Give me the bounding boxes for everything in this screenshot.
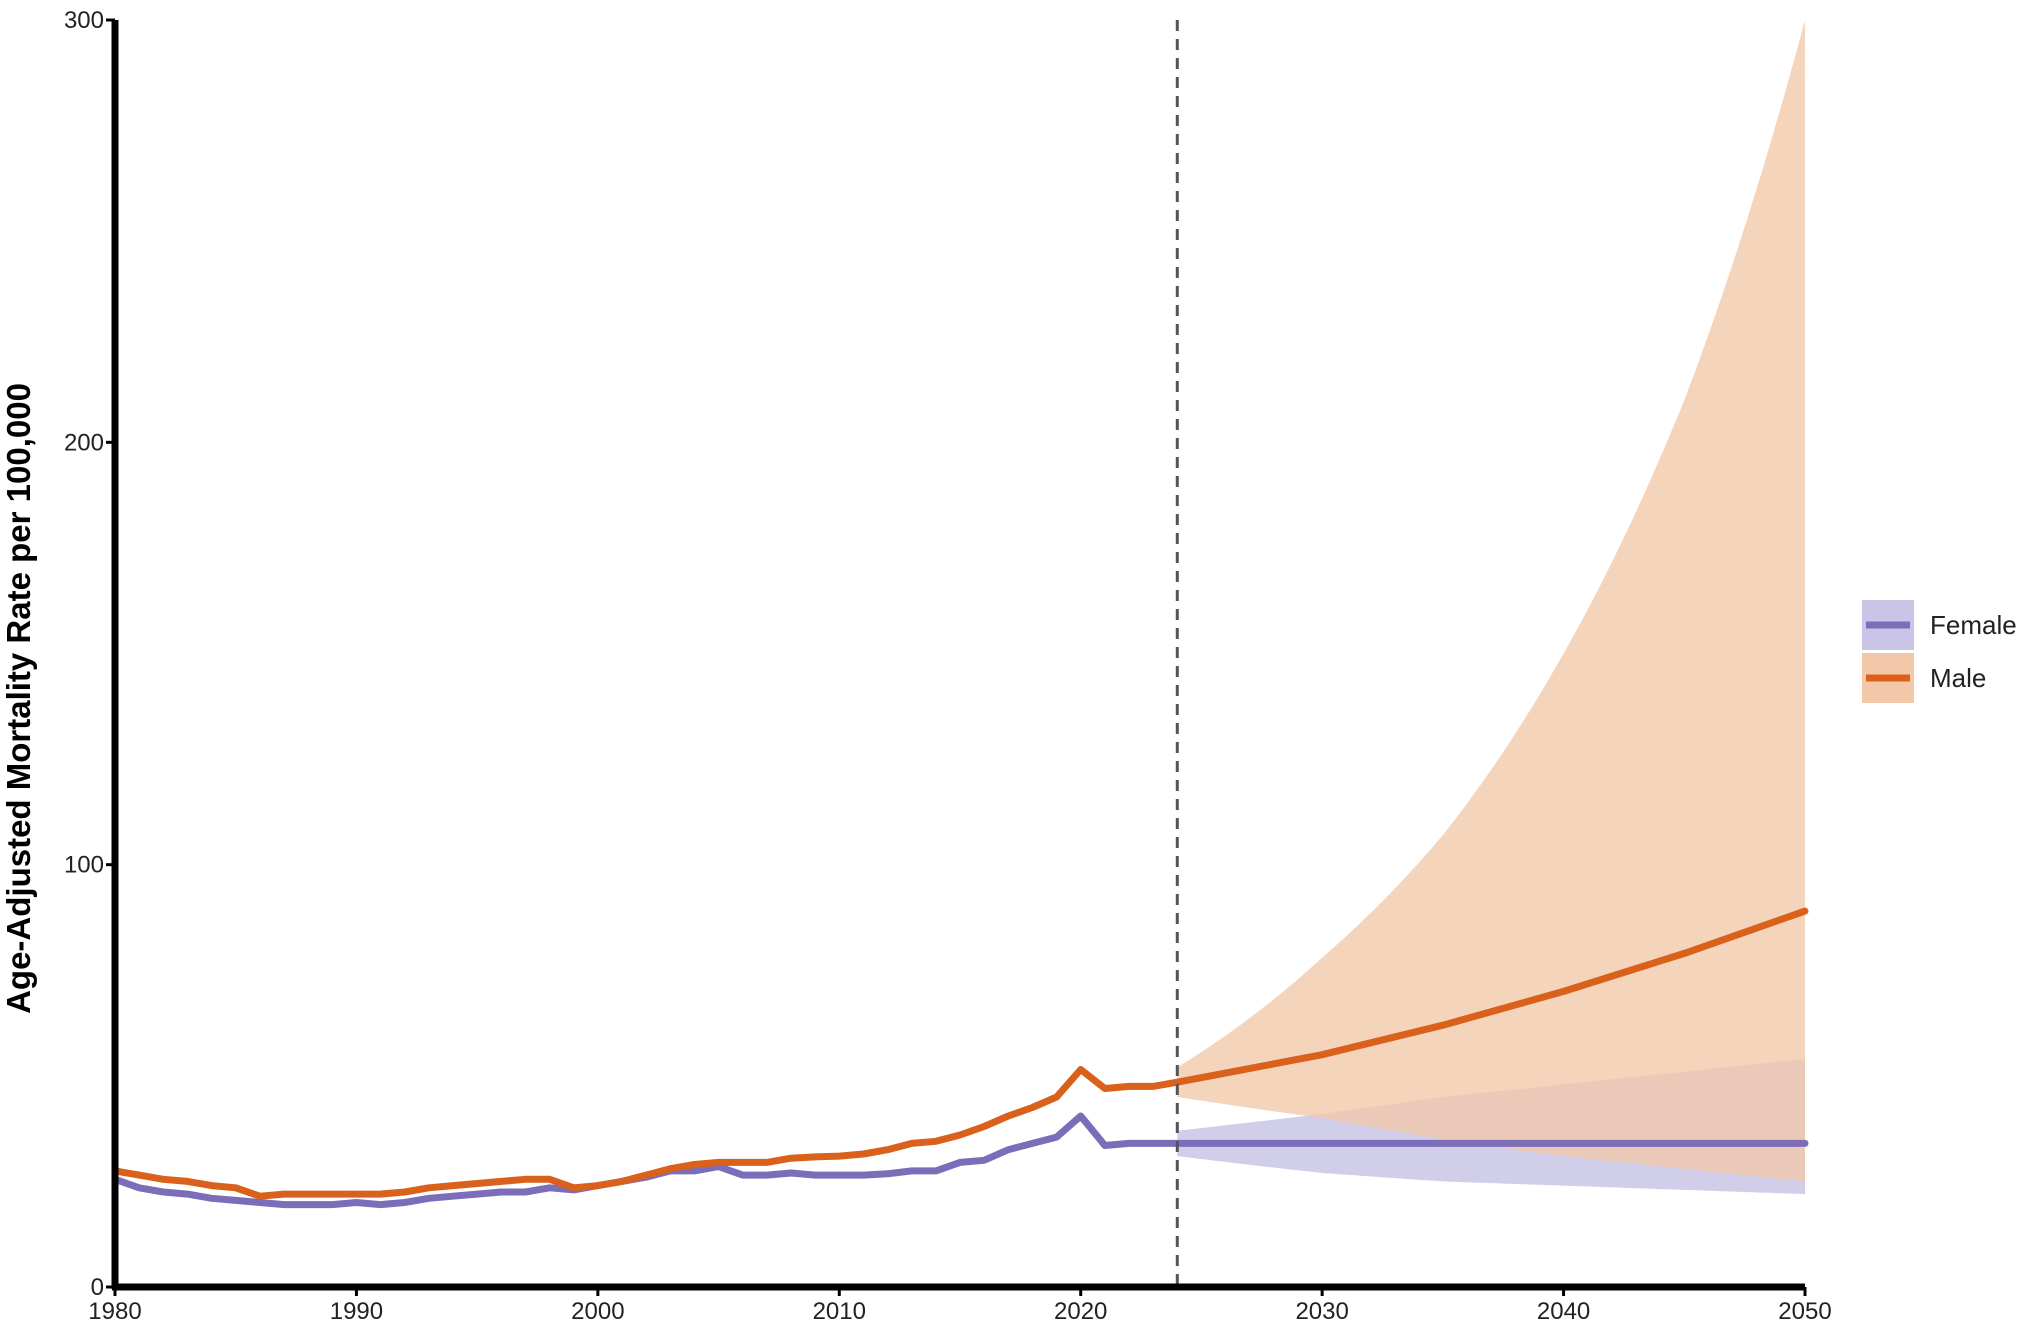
x-tick-label: 2040: [1537, 1298, 1590, 1322]
x-tick-label: 2010: [813, 1298, 866, 1322]
legend-item-female: Female: [1862, 600, 2017, 650]
legend: Female Male: [1862, 600, 2017, 703]
x-tick-label: 2050: [1778, 1298, 1831, 1322]
confidence-bands: [1177, 20, 1805, 1195]
female-series-line: [111, 1112, 1809, 1209]
y-tick-label: 100: [64, 852, 104, 879]
y-tick-label: 0: [91, 1274, 104, 1301]
y-tick-label: 200: [64, 429, 104, 456]
legend-item-male: Male: [1862, 653, 1986, 703]
x-tick-label: 1980: [88, 1298, 141, 1322]
x-tick-label: 1990: [330, 1298, 383, 1322]
legend-label: Male: [1930, 663, 1986, 693]
y-tick-label: 300: [64, 7, 104, 34]
axes: 1980 1990 2000 2010 2020 2030 2040 2050 0 100 200 3…: [64, 7, 1832, 1322]
y-axis-title: Age-Adjusted Mortality Rate per 100,000: [0, 383, 37, 1014]
legend-label: Female: [1930, 610, 2017, 640]
male-series-line: [111, 907, 1809, 1200]
male-confidence-band: [1177, 20, 1805, 1182]
x-tick-label: 2000: [571, 1298, 624, 1322]
x-tick-label: 2020: [1054, 1298, 1107, 1322]
x-tick-label: 2030: [1295, 1298, 1348, 1322]
series-lines: [111, 907, 1809, 1209]
